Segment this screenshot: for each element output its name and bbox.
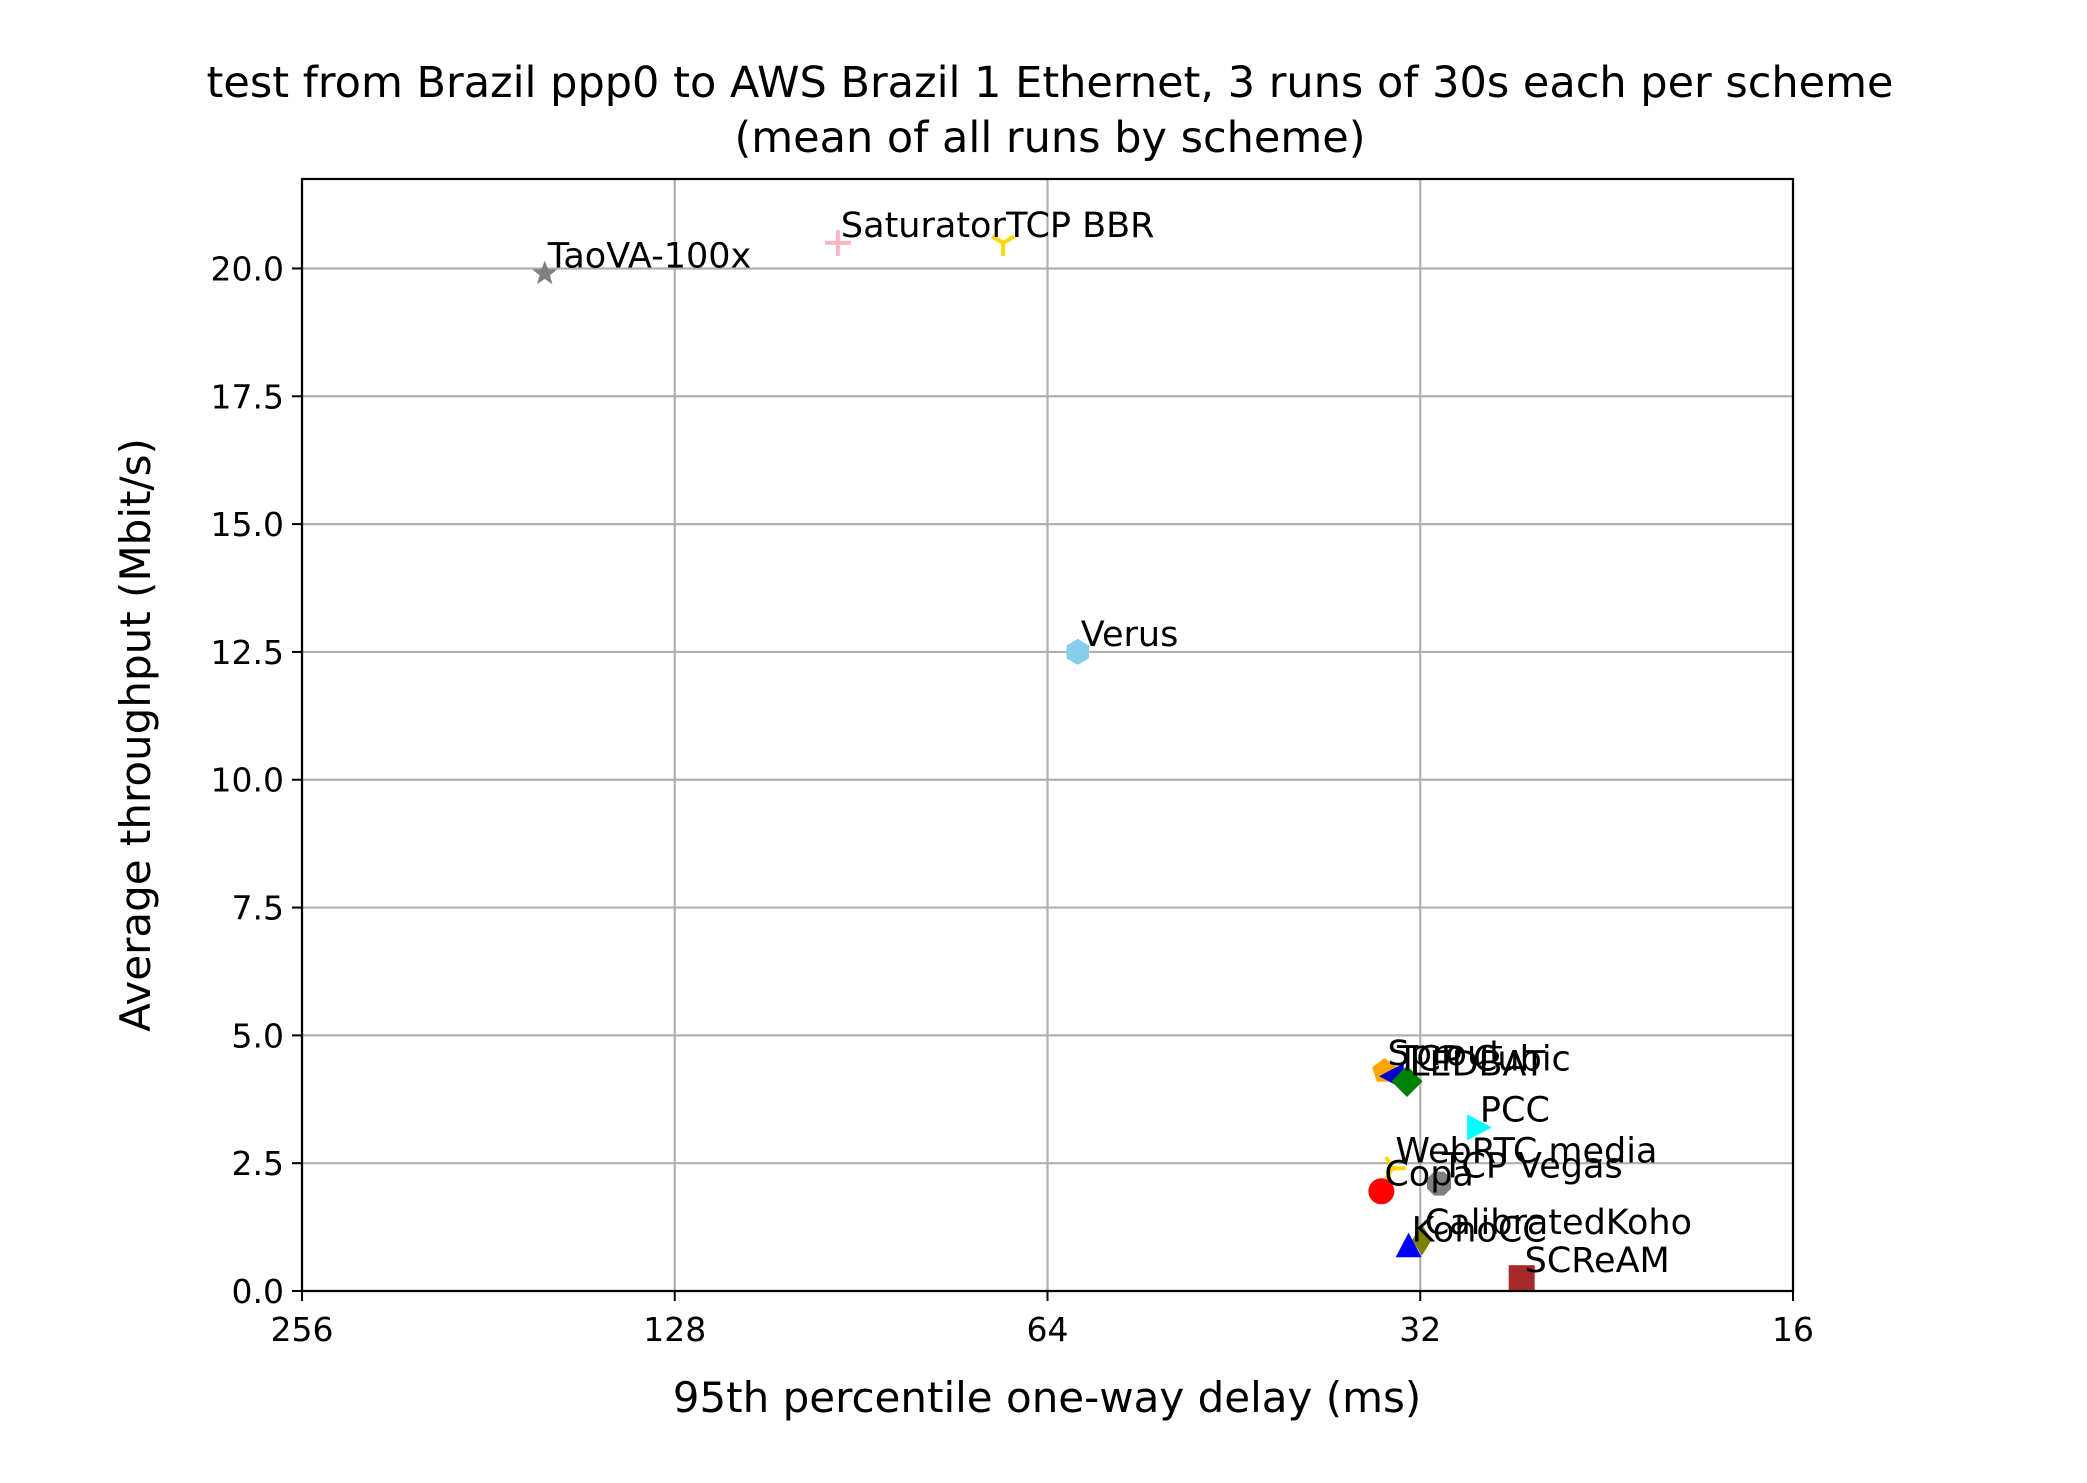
point-label-tcp-vegas: TCP Vegas (1441, 1147, 1623, 1187)
y-tick-label: 2.5 (232, 1144, 284, 1183)
point-tcp-bbr (991, 234, 1016, 256)
point-label-webrtc-media: WebRTC media (1395, 1131, 1657, 1171)
y-tick-label: 5.0 (232, 1016, 284, 1055)
plot-frame (300, 177, 1795, 1293)
point-scream (1508, 1265, 1535, 1292)
point-label-calibratedkoho: CalibratedKoho (1425, 1203, 1692, 1243)
point-label-tcp-bbr: TCP BBR (1005, 206, 1154, 246)
point-taova-100x (532, 260, 558, 285)
y-tick-label: 15.0 (211, 505, 284, 544)
y-tick-label: 20.0 (211, 249, 284, 288)
point-verus (1066, 638, 1090, 665)
point-webrtc-media (1384, 1156, 1406, 1181)
x-axis-label: 95th percentile one-way delay (ms) (673, 1373, 1422, 1422)
point-label-taova-100x: TaoVA-100x (547, 237, 751, 277)
point-label-verus: Verus (1081, 615, 1179, 655)
point-label-tcp-cubic: TCP Cubic (1396, 1039, 1571, 1079)
point-kohocc (1395, 1232, 1422, 1258)
x-tick-label: 64 (1027, 1310, 1069, 1349)
point-saturator (824, 229, 851, 256)
grid-lines (300, 179, 1795, 1293)
point-label-kohocc: KohoCC (1412, 1211, 1547, 1251)
point-tcp-vegas (1427, 1171, 1452, 1196)
point-copa (1368, 1178, 1395, 1205)
y-tick-label: 0.0 (232, 1272, 284, 1311)
point-label-sprout: Sprout (1387, 1034, 1502, 1074)
point-label-copa: Copa (1384, 1154, 1474, 1194)
y-axis-ticks: 0.0 2.5 5.0 7.5 10.0 12.5 15.0 17.5 20.0 (211, 249, 302, 1311)
point-label-saturator: Saturator (841, 206, 1007, 246)
point-label-scream: SCReAM (1525, 1241, 1670, 1281)
y-tick-label: 17.5 (211, 377, 284, 416)
point-label-ledbat: LEDBAT (1410, 1044, 1546, 1084)
x-tick-label: 16 (1772, 1310, 1814, 1349)
x-tick-label: 256 (271, 1310, 334, 1349)
point-pcc (1467, 1114, 1492, 1141)
y-axis-label: Average throughput (Mbit/s) (111, 438, 160, 1032)
y-tick-label: 12.5 (211, 633, 284, 672)
x-axis-ticks: 256 128 64 32 16 (271, 1291, 1814, 1349)
chart-subtitle: (mean of all runs by scheme) (735, 113, 1366, 163)
chart-title: test from Brazil ppp0 to AWS Brazil 1 Et… (207, 58, 1894, 108)
x-tick-label: 32 (1399, 1310, 1441, 1349)
x-tick-label: 128 (643, 1310, 706, 1349)
data-points (532, 229, 1535, 1292)
y-tick-label: 7.5 (232, 889, 284, 928)
y-tick-label: 10.0 (211, 761, 284, 800)
point-label-pcc: PCC (1480, 1090, 1550, 1130)
